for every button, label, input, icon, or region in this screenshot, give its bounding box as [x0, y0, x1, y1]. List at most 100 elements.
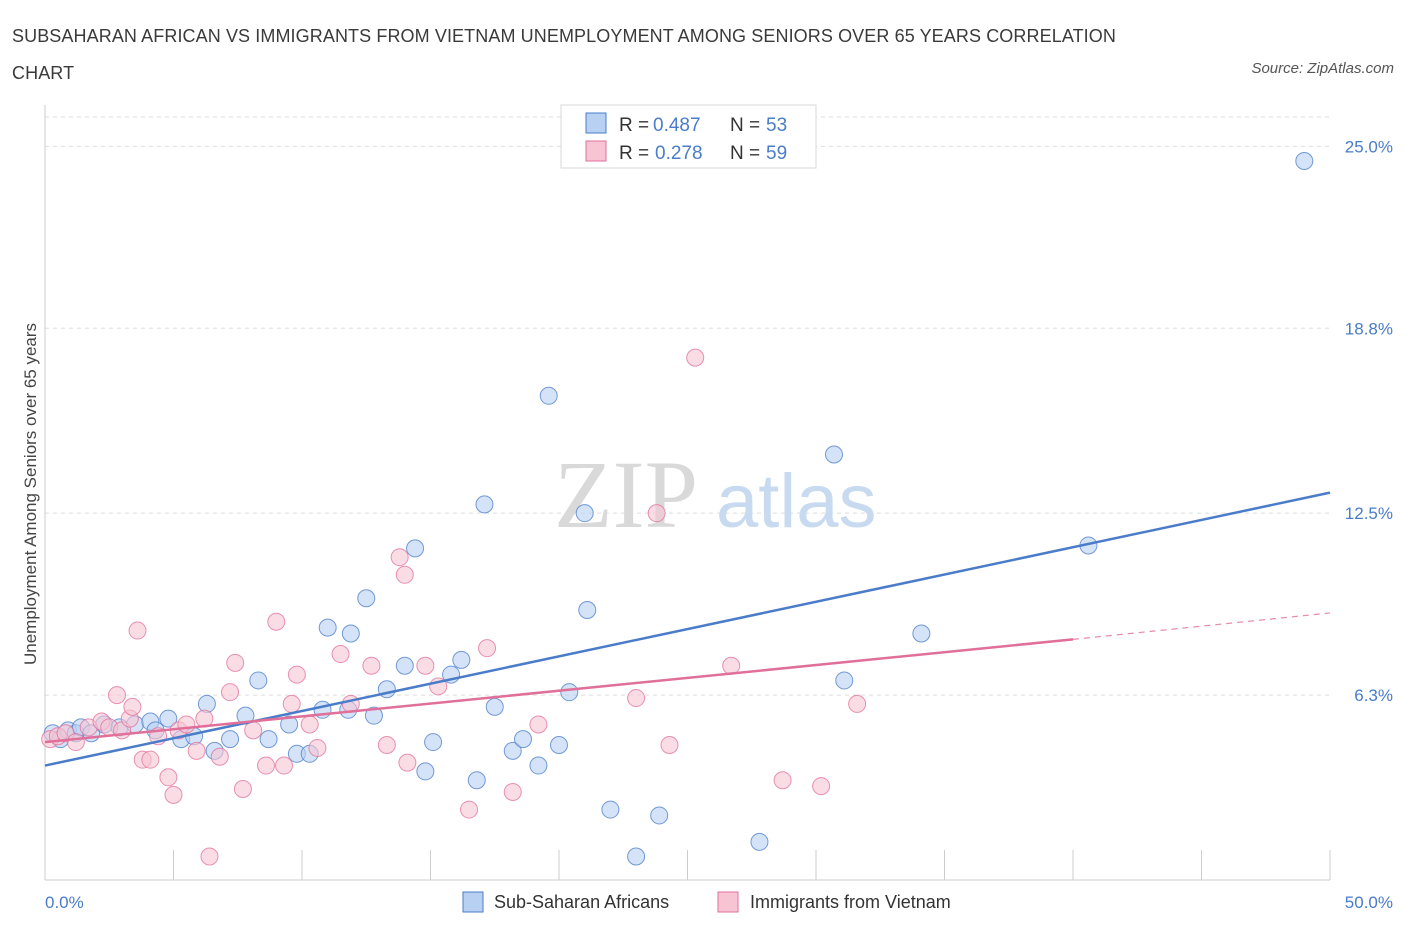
y-tick-label-1: 12.5%: [1345, 504, 1393, 523]
point-subsaharan-32: [416, 762, 435, 781]
point-vietnam-49: [660, 736, 679, 755]
point-subsaharan-47: [601, 800, 620, 819]
point-vietnam-19: [187, 741, 206, 760]
chart-title: SUBSAHARAN AFRICAN VS IMMIGRANTS FROM VI…: [12, 26, 1116, 83]
point-vietnam-24: [226, 653, 245, 672]
watermark-atlas: atlas: [716, 459, 877, 544]
point-subsaharan-28: [364, 706, 383, 725]
series-legend: Sub-Saharan Africans Immigrants from Vie…: [462, 891, 951, 913]
data-points: [41, 152, 1314, 866]
point-subsaharan-40: [514, 730, 533, 749]
point-subsaharan-42: [539, 386, 558, 405]
point-vietnam-48: [647, 504, 666, 523]
y-tick-label-0: 6.3%: [1354, 686, 1393, 705]
y-tick-labels: 6.3% 12.5% 18.8% 25.0%: [1345, 137, 1393, 705]
x-tick-label-max: 50.0%: [1345, 893, 1393, 912]
point-vietnam-3: [66, 733, 85, 752]
point-vietnam-28: [267, 612, 286, 631]
point-vietnam-18: [177, 715, 196, 734]
trend-lines: [44, 491, 1331, 767]
watermark-zip: ZIP: [554, 441, 698, 548]
y-axis-label: Unemployment Among Seniors over 65 years: [21, 323, 40, 665]
point-vietnam-45: [503, 782, 522, 801]
point-subsaharan-37: [475, 495, 494, 514]
point-subsaharan-14: [197, 694, 216, 713]
point-subsaharan-24: [318, 618, 337, 637]
point-vietnam-13: [141, 750, 160, 769]
point-subsaharan-43: [550, 736, 568, 755]
point-subsaharan-27: [357, 589, 376, 608]
point-subsaharan-19: [259, 730, 278, 749]
point-vietnam-22: [210, 747, 229, 766]
bottom-legend-swatch-blue: [462, 891, 484, 913]
point-subsaharan-36: [467, 771, 486, 790]
point-subsaharan-45: [575, 504, 594, 523]
axes: [44, 105, 1331, 881]
point-vietnam-53: [812, 777, 831, 796]
legend-n-value-1: 53: [766, 115, 787, 136]
point-vietnam-29: [275, 756, 294, 775]
legend-swatch-blue: [585, 112, 607, 134]
point-vietnam-37: [377, 736, 396, 755]
point-subsaharan-31: [406, 539, 425, 558]
point-vietnam-11: [128, 621, 147, 640]
point-vietnam-43: [460, 800, 479, 819]
legend-n-label-1: N =: [730, 115, 760, 136]
watermark: ZIP atlas: [554, 441, 877, 548]
point-vietnam-46: [529, 715, 548, 734]
point-vietnam-7: [107, 686, 126, 705]
point-vietnam-34: [331, 645, 350, 664]
point-vietnam-50: [686, 348, 705, 367]
point-vietnam-21: [200, 847, 219, 866]
point-vietnam-41: [416, 656, 435, 675]
point-subsaharan-35: [452, 650, 471, 669]
point-subsaharan-50: [750, 832, 769, 851]
point-vietnam-31: [287, 665, 306, 684]
legend-r-label-2: R =: [619, 143, 649, 164]
point-vietnam-52: [773, 771, 792, 790]
point-vietnam-10: [123, 697, 142, 716]
point-subsaharan-48: [627, 847, 646, 866]
y-tick-label-3: 25.0%: [1345, 137, 1393, 156]
trendline-vietnam-extension: [1072, 612, 1331, 640]
point-subsaharan-53: [912, 624, 931, 643]
point-subsaharan-33: [424, 733, 443, 752]
point-subsaharan-18: [249, 671, 268, 690]
point-subsaharan-51: [824, 445, 843, 464]
point-subsaharan-41: [529, 756, 548, 775]
point-vietnam-27: [257, 756, 276, 775]
point-vietnam-33: [308, 738, 327, 757]
point-vietnam-32: [300, 715, 319, 734]
legend-r-value-2: 0.278: [655, 143, 703, 164]
point-vietnam-40: [398, 753, 417, 772]
point-vietnam-38: [390, 548, 409, 567]
point-subsaharan-20: [280, 715, 299, 734]
point-subsaharan-39: [503, 741, 522, 760]
legend-swatch-pink: [585, 140, 607, 162]
point-subsaharan-52: [835, 671, 854, 690]
trendline-vietnam: [44, 638, 1074, 744]
point-vietnam-47: [627, 689, 646, 708]
legend-r-label-1: R =: [619, 115, 649, 136]
point-vietnam-54: [848, 694, 867, 713]
bottom-legend-label-pink: Immigrants from Vietnam: [750, 892, 951, 912]
point-subsaharan-44: [560, 683, 579, 702]
point-vietnam-36: [362, 656, 381, 675]
point-subsaharan-11: [159, 709, 178, 728]
point-subsaharan-55: [1295, 152, 1314, 171]
point-vietnam-25: [233, 780, 252, 799]
point-vietnam-15: [159, 768, 178, 787]
point-subsaharan-49: [650, 806, 669, 825]
point-vietnam-26: [244, 721, 263, 740]
y-tick-label-2: 18.8%: [1345, 319, 1393, 338]
grid-lines: [45, 116, 1330, 696]
legend-n-value-2: 59: [766, 143, 787, 164]
bottom-legend-label-blue: Sub-Saharan Africans: [494, 892, 669, 912]
point-subsaharan-38: [485, 697, 504, 716]
point-vietnam-23: [221, 683, 240, 702]
point-vietnam-16: [164, 785, 183, 804]
chart-source: Source: ZipAtlas.com: [1251, 60, 1394, 77]
point-vietnam-30: [282, 694, 301, 713]
point-vietnam-44: [478, 639, 497, 658]
